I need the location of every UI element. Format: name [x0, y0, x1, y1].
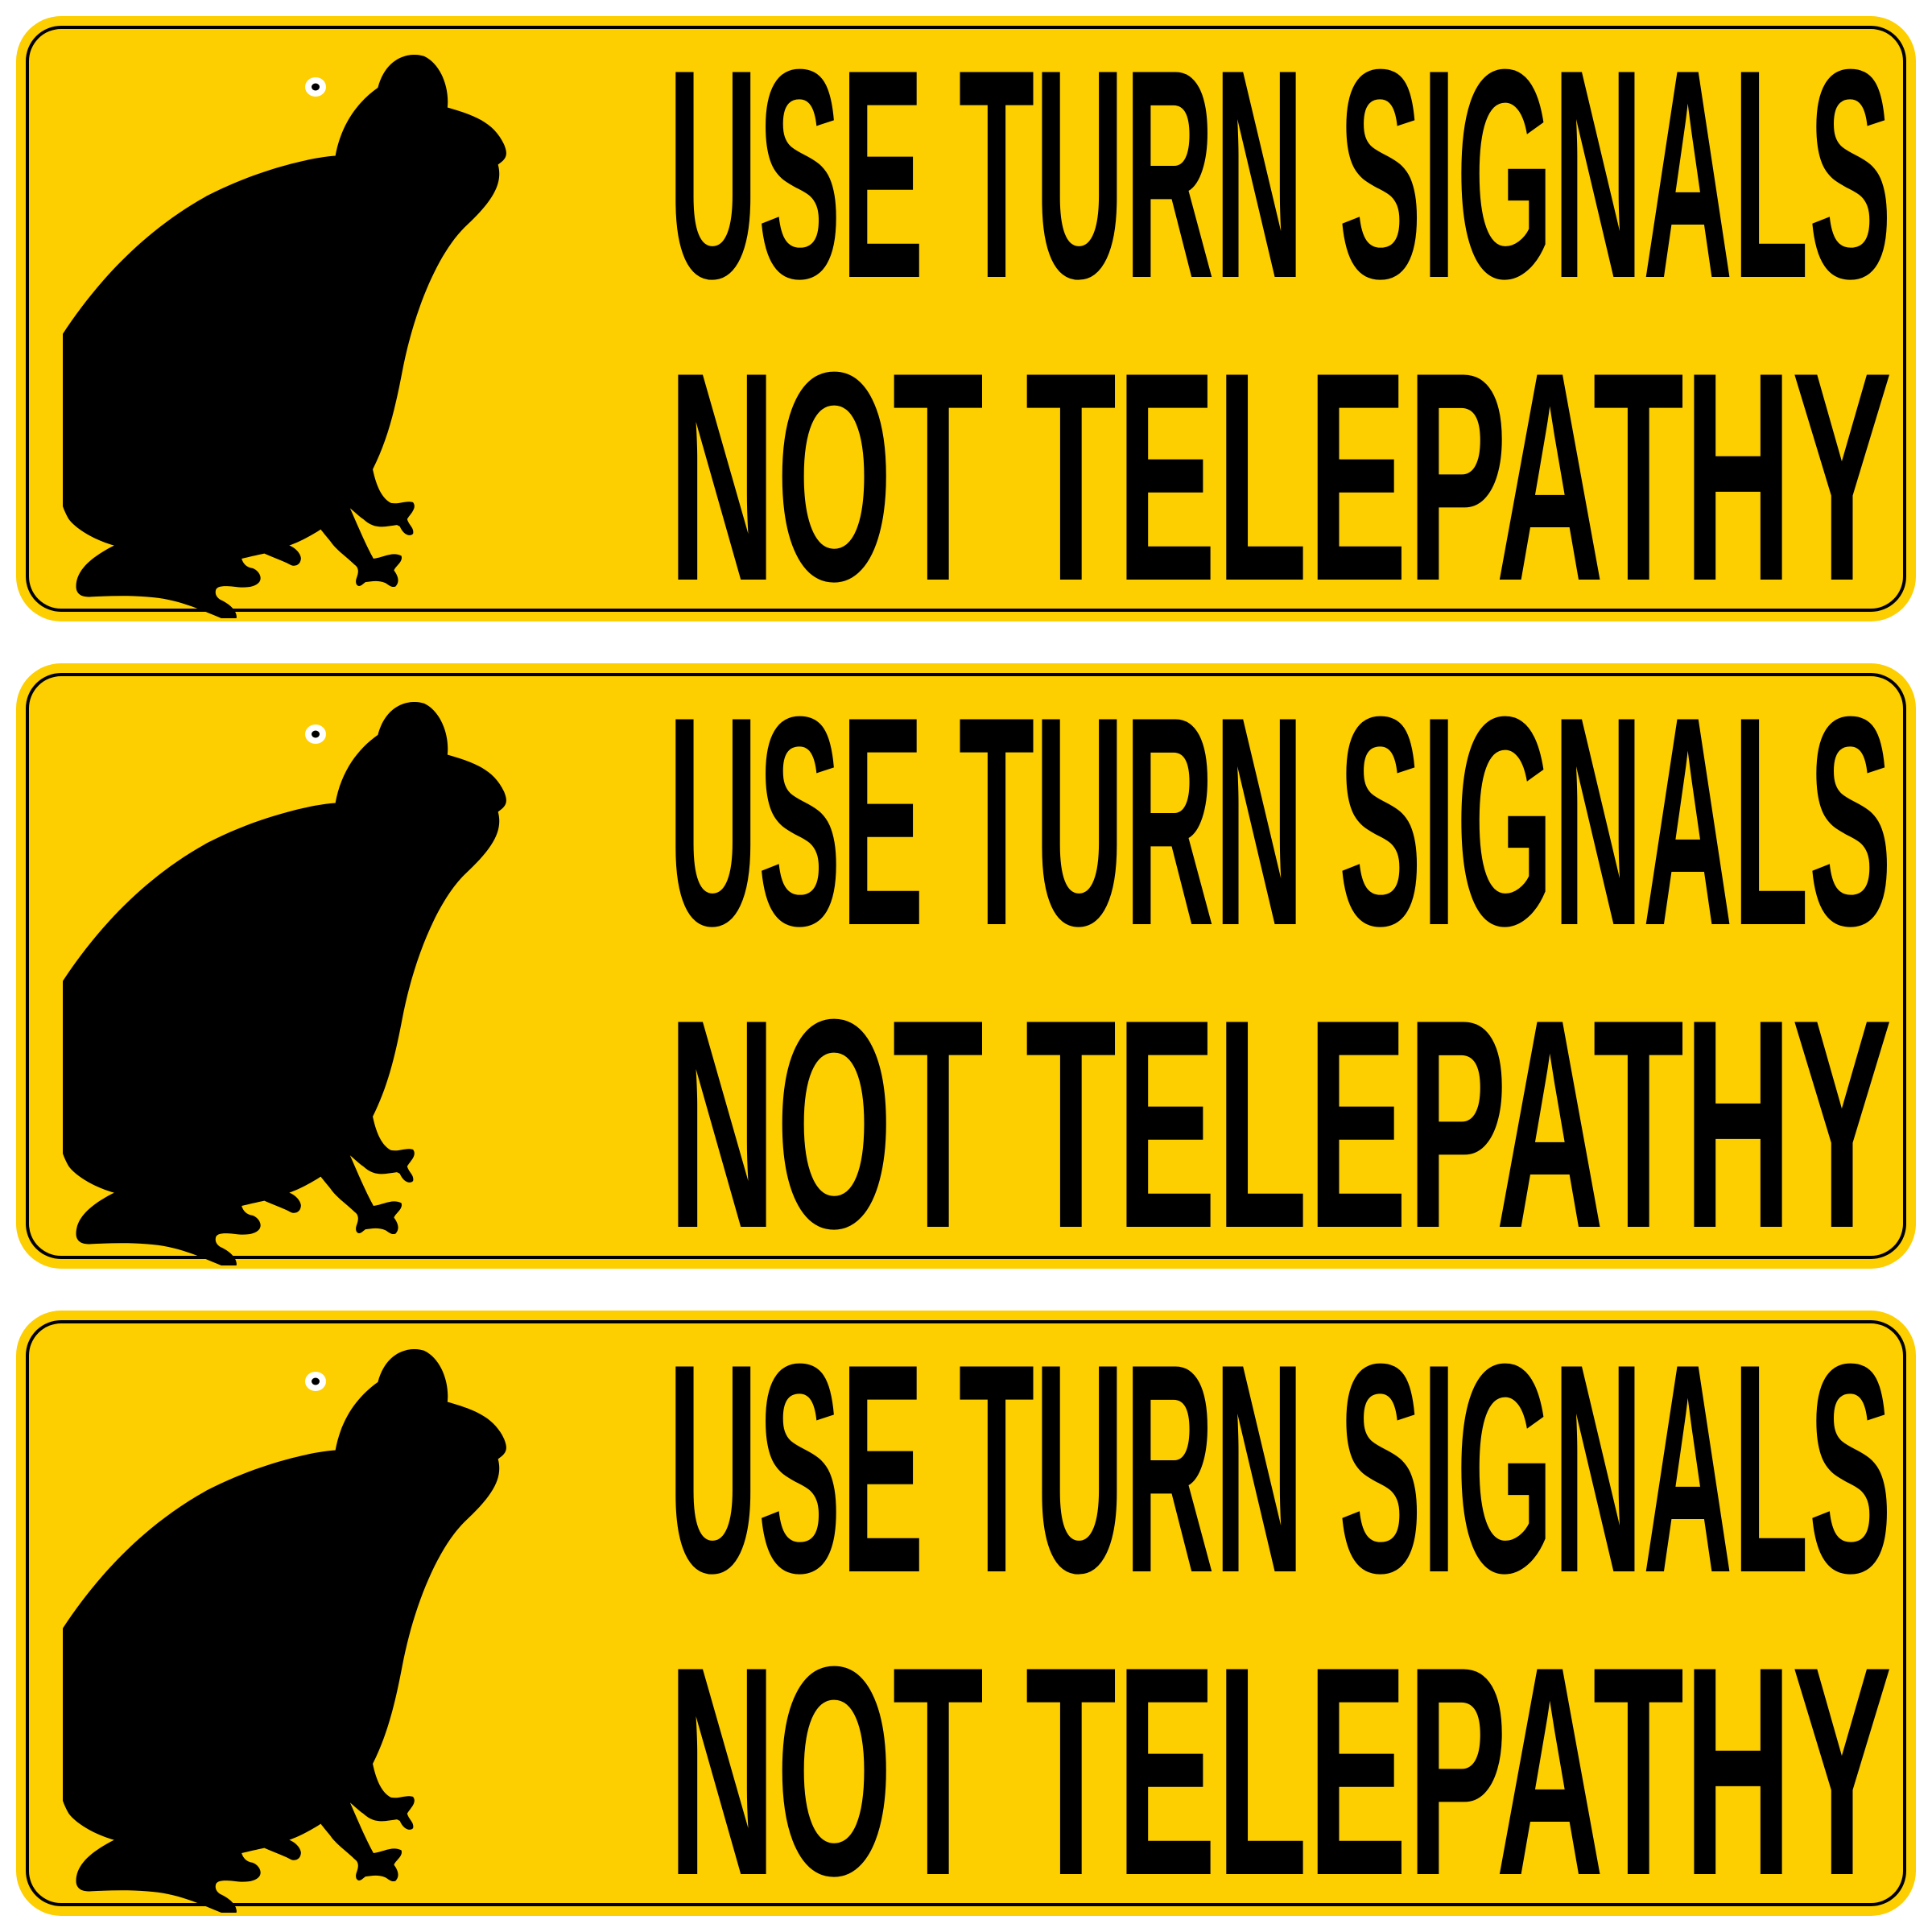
headline-line-2: NOT TELEPATHY — [668, 311, 1892, 621]
sticker-2: USE TURN SIGNALS NOT TELEPATHY — [16, 663, 1916, 1269]
frog-silhouette-icon — [63, 702, 578, 1265]
headline-line-2-text: NOT TELEPATHY — [668, 311, 1892, 621]
sticker-3: USE TURN SIGNALS NOT TELEPATHY — [16, 1311, 1916, 1916]
sticker-border — [26, 1320, 1906, 1906]
headline-line-2: NOT TELEPATHY — [668, 958, 1892, 1269]
frog-silhouette-icon — [63, 1349, 578, 1913]
frog-silhouette-icon — [63, 55, 578, 618]
headline-line-1-text: USE TURN SIGNALS — [668, 16, 1892, 341]
headline-line-2-text: NOT TELEPATHY — [668, 1605, 1892, 1916]
headline-line-1: USE TURN SIGNALS — [668, 16, 1892, 341]
headline-line-2-text: NOT TELEPATHY — [668, 958, 1892, 1269]
sticker-border — [26, 673, 1906, 1259]
headline-line-1: USE TURN SIGNALS — [668, 1311, 1892, 1635]
headline-line-2: NOT TELEPATHY — [668, 1605, 1892, 1916]
sticker-border — [26, 26, 1906, 612]
sticker-1: USE TURN SIGNALS NOT TELEPATHY — [16, 16, 1916, 621]
headline-line-1: USE TURN SIGNALS — [668, 663, 1892, 988]
headline-line-1-text: USE TURN SIGNALS — [668, 663, 1892, 988]
headline-line-1-text: USE TURN SIGNALS — [668, 1311, 1892, 1635]
